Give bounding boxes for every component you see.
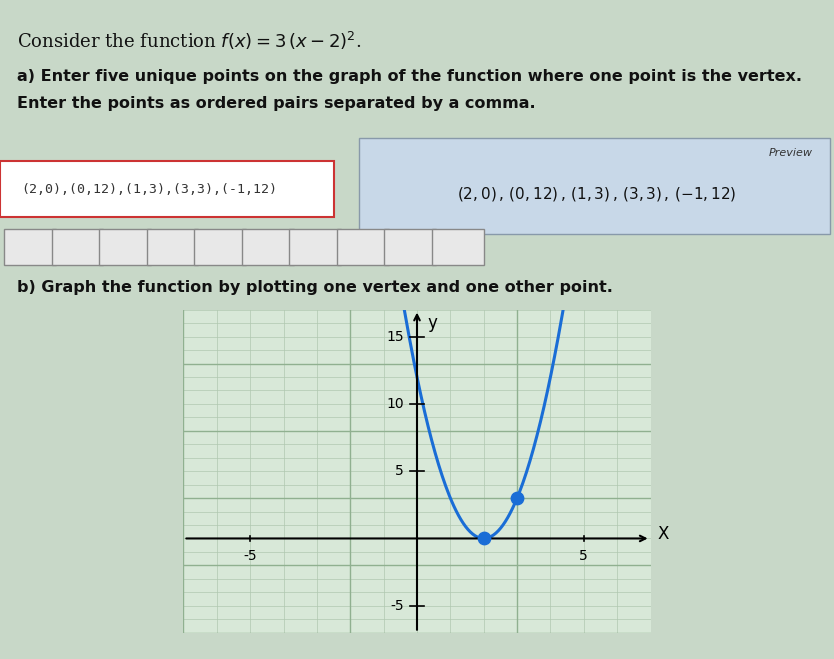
FancyBboxPatch shape xyxy=(147,229,198,265)
Text: 5: 5 xyxy=(395,464,404,478)
Text: 5: 5 xyxy=(580,549,588,563)
Point xyxy=(477,533,490,544)
Text: $(2,0)\,,\,(0,12)\,,\,(1,3)\,,\,(3,3)\,,\,(-1,12)$: $(2,0)\,,\,(0,12)\,,\,(1,3)\,,\,(3,3)\,,… xyxy=(456,185,736,204)
Text: b) Graph the function by plotting one vertex and one other point.: b) Graph the function by plotting one ve… xyxy=(17,280,612,295)
Text: sin: sin xyxy=(401,241,420,254)
FancyBboxPatch shape xyxy=(4,229,56,265)
FancyBboxPatch shape xyxy=(337,229,389,265)
Text: X: X xyxy=(657,525,669,544)
Text: $\sqrt{a}$: $\sqrt{a}$ xyxy=(353,240,373,254)
Text: $a^b$: $a^b$ xyxy=(260,239,275,255)
Text: -5: -5 xyxy=(244,549,257,563)
FancyBboxPatch shape xyxy=(432,229,484,265)
FancyBboxPatch shape xyxy=(52,229,103,265)
FancyBboxPatch shape xyxy=(194,229,246,265)
Text: $\frac{a}{b}$: $\frac{a}{b}$ xyxy=(216,237,224,257)
Text: Enter the points as ordered pairs separated by a comma.: Enter the points as ordered pairs separa… xyxy=(17,96,535,111)
Text: $\blacktriangledown$: $\blacktriangledown$ xyxy=(454,241,462,254)
Point xyxy=(510,493,524,503)
Text: $a°$: $a°$ xyxy=(118,241,133,254)
Text: $\infty$: $\infty$ xyxy=(167,241,178,254)
Text: $\leq$: $\leq$ xyxy=(309,241,322,254)
FancyBboxPatch shape xyxy=(289,229,341,265)
FancyBboxPatch shape xyxy=(384,229,436,265)
Text: Consider the function $f(x) = 3\,(x-2)^2$.: Consider the function $f(x) = 3\,(x-2)^2… xyxy=(17,30,361,52)
Text: -5: -5 xyxy=(390,599,404,613)
Text: Preview: Preview xyxy=(769,148,813,158)
FancyBboxPatch shape xyxy=(0,161,334,217)
Text: $[\,]$: $[\,]$ xyxy=(23,240,37,254)
Text: 10: 10 xyxy=(386,397,404,411)
Text: a) Enter five unique points on the graph of the function where one point is the : a) Enter five unique points on the graph… xyxy=(17,69,801,84)
FancyBboxPatch shape xyxy=(242,229,294,265)
Text: 15: 15 xyxy=(386,330,404,343)
Text: (2,0),(0,12),(1,3),(3,3),(-1,12): (2,0),(0,12),(1,3),(3,3),(-1,12) xyxy=(21,183,277,196)
FancyBboxPatch shape xyxy=(99,229,151,265)
Text: $\pi$: $\pi$ xyxy=(73,241,83,254)
Text: y: y xyxy=(427,314,437,331)
FancyBboxPatch shape xyxy=(359,138,830,234)
